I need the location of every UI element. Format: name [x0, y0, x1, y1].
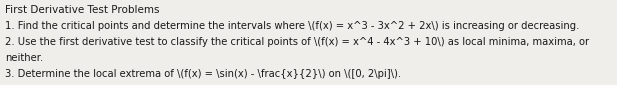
Text: First Derivative Test Problems: First Derivative Test Problems — [5, 5, 160, 15]
Text: 2. Use the first derivative test to classify the critical points of \(f(x) = x^4: 2. Use the first derivative test to clas… — [5, 37, 589, 47]
Text: 3. Determine the local extrema of \(f(x) = \sin(x) - \frac{x}{2}\) on \([0, 2\pi: 3. Determine the local extrema of \(f(x)… — [5, 69, 401, 79]
Text: neither.: neither. — [5, 53, 43, 63]
Text: 1. Find the critical points and determine the intervals where \(f(x) = x^3 - 3x^: 1. Find the critical points and determin… — [5, 21, 579, 31]
